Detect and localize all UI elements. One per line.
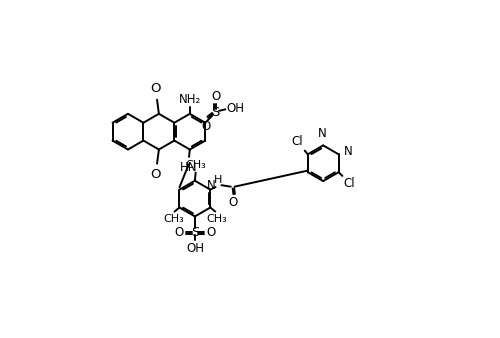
Text: N: N [207,179,216,192]
Text: Cl: Cl [344,177,356,190]
Text: NH₂: NH₂ [178,93,201,106]
Text: O: O [202,120,210,133]
Text: O: O [211,90,220,103]
Text: O: O [174,225,184,239]
Text: S: S [190,225,199,239]
Text: HN: HN [180,161,198,174]
Text: CH₃: CH₃ [163,214,184,224]
Text: O: O [150,168,161,182]
Text: CH₃: CH₃ [186,160,206,170]
Text: O: O [229,196,238,209]
Text: O: O [150,82,161,95]
Text: Cl: Cl [291,136,302,148]
Text: N: N [344,145,352,158]
Text: O: O [206,225,216,239]
Text: N: N [318,127,327,140]
Text: S: S [212,106,220,119]
Text: CH₃: CH₃ [206,214,227,224]
Text: H: H [214,175,222,185]
Text: OH: OH [186,242,204,255]
Text: OH: OH [226,102,244,115]
